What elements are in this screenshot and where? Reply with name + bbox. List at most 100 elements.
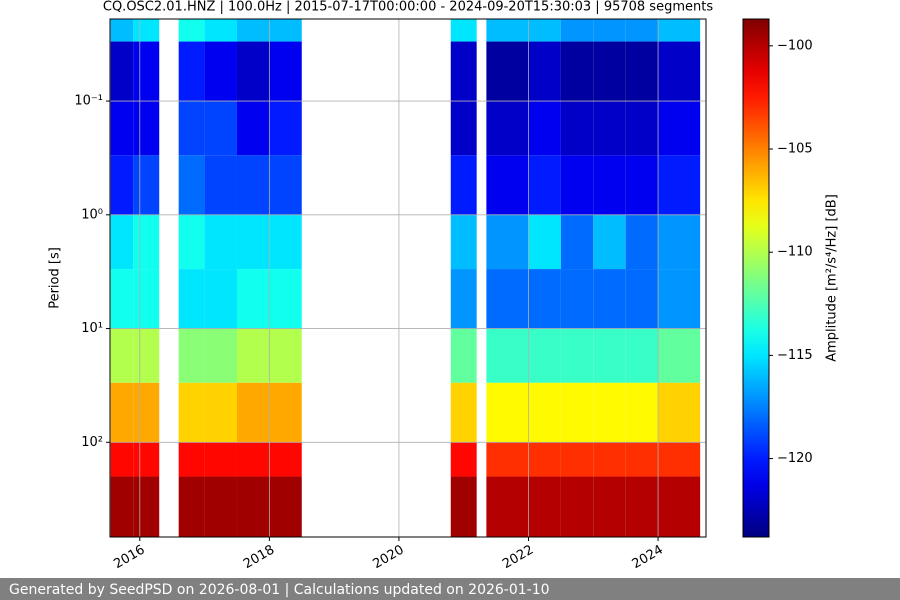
heatmap-cell — [269, 269, 302, 329]
heatmap-cell — [178, 442, 205, 477]
heatmap-cell — [178, 19, 205, 42]
heatmap-cell — [658, 155, 701, 215]
heatmap-cell — [625, 382, 659, 443]
heatmap-cell — [560, 442, 594, 477]
heatmap-cell — [528, 41, 561, 102]
heatmap-cell — [236, 214, 270, 270]
y-tick-label: 10⁻¹ — [74, 94, 103, 109]
heatmap-cell — [625, 155, 659, 215]
heatmap-cell — [658, 101, 701, 156]
heatmap-cell — [450, 269, 477, 329]
heatmap-cell — [269, 214, 302, 270]
heatmap-cell — [625, 41, 659, 102]
heatmap-cell — [486, 214, 529, 270]
heatmap-cell — [133, 476, 160, 537]
heatmap-cell — [658, 41, 701, 102]
heatmap-cell — [625, 214, 659, 270]
colorbar-tick-label: −115 — [777, 348, 813, 363]
heatmap-cell — [236, 476, 270, 537]
heatmap-cell — [625, 101, 659, 156]
heatmap-cell — [528, 269, 561, 329]
heatmap-cell — [450, 101, 477, 156]
heatmap-cell — [178, 214, 205, 270]
heatmap-cell — [133, 328, 160, 383]
colorbar-tick-label: −110 — [777, 245, 813, 260]
heatmap-cell — [593, 101, 626, 156]
heatmap-cell — [204, 382, 237, 443]
x-tick-label: 2024 — [630, 543, 666, 573]
heatmap-cell — [593, 328, 626, 383]
heatmap-cell — [528, 442, 561, 477]
heatmap-cell — [133, 41, 160, 102]
heatmap-cell — [269, 328, 302, 383]
y-tick-label: 10² — [81, 435, 103, 450]
heatmap-cell — [560, 155, 594, 215]
heatmap-cell — [486, 442, 529, 477]
heatmap-cell — [110, 382, 134, 443]
heatmap-cell — [593, 382, 626, 443]
heatmap-cell — [110, 214, 134, 270]
heatmap-cell — [486, 155, 529, 215]
heatmap-cell — [133, 19, 160, 42]
heatmap-cell — [269, 476, 302, 537]
heatmap-cell — [110, 442, 134, 477]
heatmap-cell — [450, 41, 477, 102]
heatmap-cell — [593, 269, 626, 329]
plot-frame — [109, 18, 707, 538]
chart-title: CQ.OSC2.01.HNZ | 100.0Hz | 2015-07-17T00… — [103, 0, 713, 15]
heatmap-cell — [560, 269, 594, 329]
heatmap-cell — [560, 382, 594, 443]
heatmap-cell — [593, 442, 626, 477]
heatmap-cell — [178, 101, 205, 156]
colorbar-label: Amplitude [m²/s⁴/Hz] [dB] — [825, 194, 840, 362]
heatmap-cell — [625, 328, 659, 383]
y-axis-label: Period [s] — [48, 247, 63, 309]
heatmap-cell — [236, 382, 270, 443]
heatmap-cell — [528, 382, 561, 443]
heatmap-cell — [486, 19, 529, 42]
heatmap-cell — [486, 328, 529, 383]
heatmap-cell — [450, 476, 477, 537]
heatmap-cell — [625, 442, 659, 477]
heatmap-cell — [658, 382, 701, 443]
heatmap-cell — [486, 476, 529, 537]
footer-text: Generated by SeedPSD on 2026-08-01 | Cal… — [9, 582, 550, 598]
heatmap-cell — [486, 101, 529, 156]
heatmap-cell — [593, 476, 626, 537]
heatmap-cell — [269, 155, 302, 215]
heatmap-cell — [658, 214, 701, 270]
heatmap-cell — [204, 155, 237, 215]
heatmap-cell — [204, 328, 237, 383]
heatmap-cell — [593, 214, 626, 270]
colorbar-tick-label: −105 — [777, 142, 813, 157]
heatmap-cell — [236, 101, 270, 156]
heatmap-cell — [178, 155, 205, 215]
heatmap-cell — [658, 442, 701, 477]
heatmap-cell — [204, 269, 237, 329]
heatmap-cell — [133, 101, 160, 156]
y-tick-label: 10¹ — [81, 321, 103, 336]
heatmap-cell — [236, 328, 270, 383]
x-tick-label: 2022 — [500, 543, 536, 573]
heatmap-cell — [236, 269, 270, 329]
colorbar-tick-label: −120 — [777, 451, 813, 466]
heatmap-cell — [269, 101, 302, 156]
x-tick-label: 2016 — [111, 543, 147, 573]
heatmap-cell — [236, 41, 270, 102]
heatmap-cell — [450, 382, 477, 443]
heatmap-cell — [560, 328, 594, 383]
heatmap-cell — [269, 41, 302, 102]
heatmap-cell — [269, 19, 302, 42]
heatmap-cell — [110, 328, 134, 383]
y-tick-label: 10⁰ — [81, 207, 103, 222]
heatmap-cell — [133, 382, 160, 443]
heatmap-cell — [560, 19, 594, 42]
heatmap-cell — [528, 101, 561, 156]
heatmap-cell — [110, 101, 134, 156]
heatmap-cell — [560, 41, 594, 102]
heatmap-cell — [528, 155, 561, 215]
heatmap-cell — [450, 442, 477, 477]
heatmap-cell — [593, 19, 626, 42]
